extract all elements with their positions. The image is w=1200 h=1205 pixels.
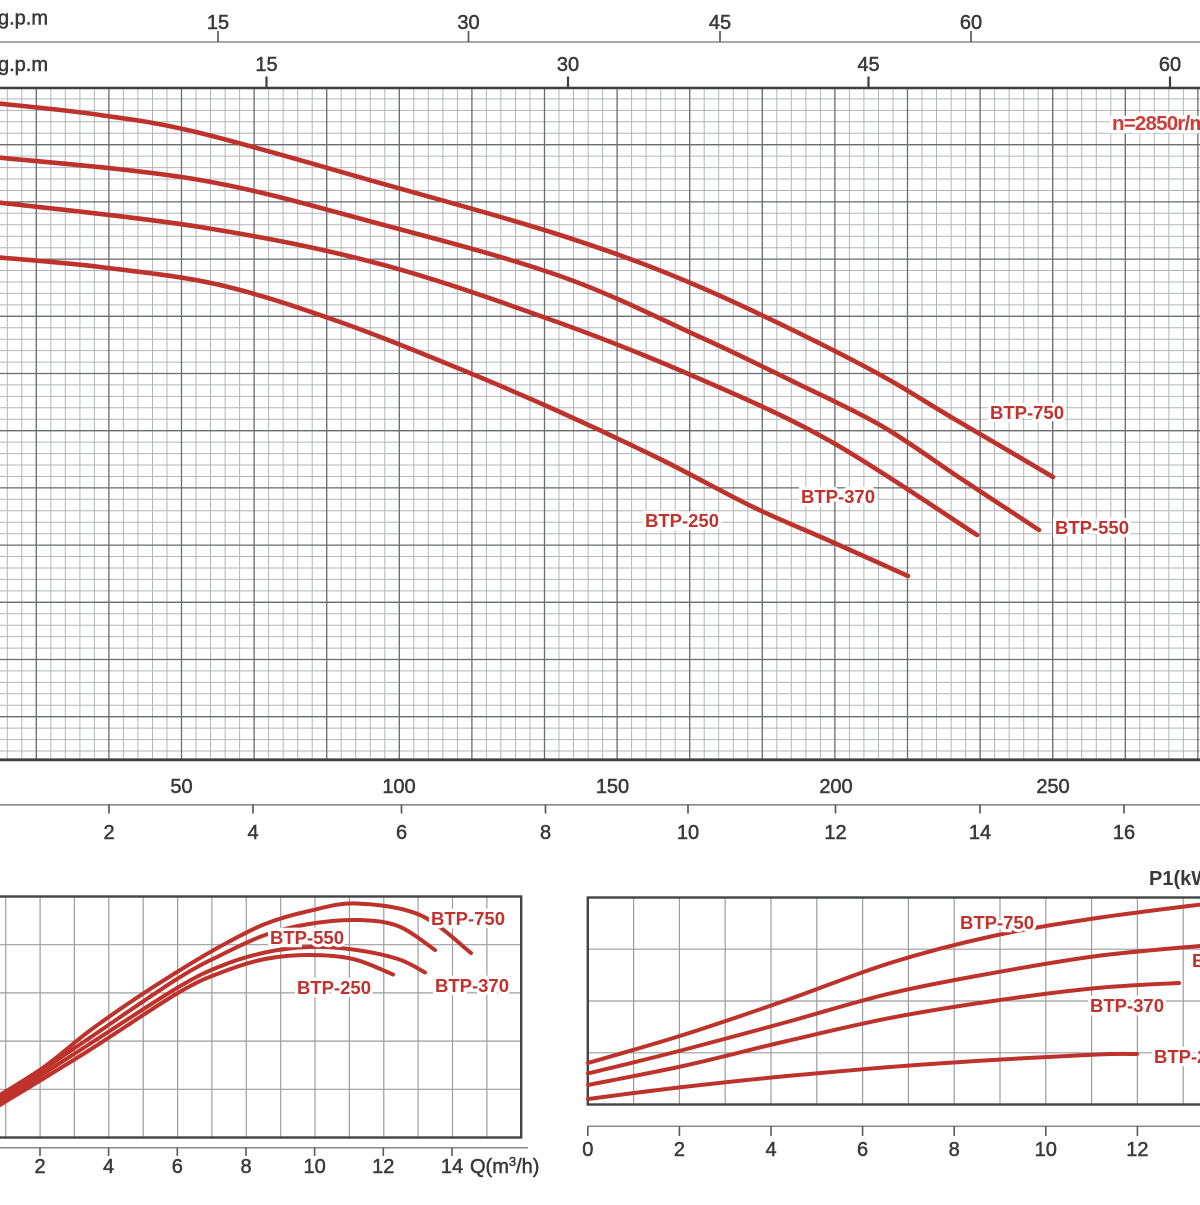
svg-text:g.p.m: g.p.m (0, 54, 48, 76)
svg-text:12: 12 (1126, 1139, 1148, 1161)
svg-text:2: 2 (674, 1139, 685, 1161)
svg-text:50: 50 (170, 776, 192, 798)
svg-text:BTP-250: BTP-250 (297, 977, 371, 998)
svg-text:2: 2 (34, 1156, 45, 1178)
svg-text:100: 100 (382, 776, 415, 798)
svg-text:45: 45 (857, 54, 879, 76)
svg-text:60: 60 (1159, 54, 1181, 76)
svg-text:16: 16 (1113, 822, 1135, 844)
svg-text:15: 15 (207, 12, 229, 34)
svg-text:n=2850r/min: n=2850r/min (1112, 112, 1200, 135)
svg-text:6: 6 (857, 1139, 868, 1161)
svg-text:BTP-370: BTP-370 (1090, 995, 1164, 1016)
svg-text:4: 4 (765, 1139, 776, 1161)
svg-text:30: 30 (557, 54, 579, 76)
svg-text:g.p.m: g.p.m (0, 8, 48, 30)
svg-text:10: 10 (1035, 1139, 1057, 1161)
svg-text:6: 6 (396, 822, 407, 844)
svg-text:4: 4 (247, 822, 258, 844)
svg-text:Q(m3/h): Q(m3/h) (470, 1154, 539, 1178)
svg-text:150: 150 (596, 776, 629, 798)
svg-text:250: 250 (1036, 776, 1069, 798)
svg-text:14: 14 (969, 822, 991, 844)
svg-text:P1(kW): P1(kW) (1149, 868, 1200, 890)
svg-text:10: 10 (677, 822, 699, 844)
svg-text:BTP-370: BTP-370 (801, 486, 875, 507)
svg-text:8: 8 (240, 1156, 251, 1178)
svg-text:8: 8 (949, 1139, 960, 1161)
svg-text:BTP-750: BTP-750 (431, 908, 505, 929)
svg-text:6: 6 (172, 1156, 183, 1178)
svg-text:0: 0 (582, 1139, 593, 1161)
svg-text:BTP-250: BTP-250 (645, 510, 719, 531)
svg-text:2: 2 (103, 822, 114, 844)
svg-text:200: 200 (819, 776, 852, 798)
svg-text:BTP-250: BTP-250 (1154, 1046, 1200, 1067)
svg-text:BTP-750: BTP-750 (960, 912, 1034, 933)
svg-text:BTP-750: BTP-750 (990, 402, 1064, 423)
svg-text:12: 12 (824, 822, 846, 844)
svg-text:BTP-550: BTP-550 (270, 927, 344, 948)
svg-text:8: 8 (540, 822, 551, 844)
svg-text:30: 30 (457, 12, 479, 34)
svg-text:BTP-550: BTP-550 (1055, 517, 1129, 538)
svg-text:12: 12 (372, 1156, 394, 1178)
svg-text:45: 45 (709, 12, 731, 34)
svg-text:BTP-550: BTP-550 (1192, 950, 1200, 971)
svg-text:4: 4 (103, 1156, 114, 1178)
svg-text:14: 14 (441, 1156, 463, 1178)
svg-text:BTP-370: BTP-370 (435, 975, 509, 996)
svg-text:10: 10 (303, 1156, 325, 1178)
svg-text:15: 15 (255, 54, 277, 76)
svg-text:60: 60 (960, 12, 982, 34)
